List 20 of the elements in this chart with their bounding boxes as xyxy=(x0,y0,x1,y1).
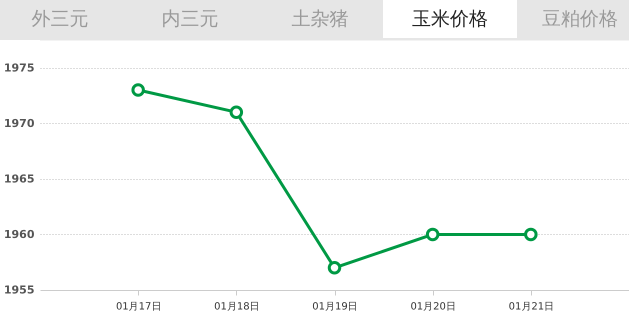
y-tick-label: 1975 xyxy=(4,61,34,74)
x-tick-label: 01月18日 xyxy=(214,302,260,312)
point xyxy=(426,228,440,242)
y-tick-label: 1955 xyxy=(4,284,34,296)
text: 内三元 xyxy=(162,8,218,30)
y-tick-label: 1960 xyxy=(4,228,35,241)
chart-title: 玉米价格 xyxy=(412,8,488,30)
x-tick-label: 01月21日 xyxy=(508,302,554,312)
y-tick-label: 1970 xyxy=(4,116,35,130)
x-tick-label: 01月19日 xyxy=(312,302,358,312)
point xyxy=(230,105,244,119)
x-tick-label: 01月20日 xyxy=(410,302,456,312)
text: 豆粕价格 xyxy=(542,8,618,30)
text: 外三元 xyxy=(32,8,88,30)
point xyxy=(524,228,538,242)
point xyxy=(131,83,145,97)
y-tick-label: 1965 xyxy=(4,172,34,186)
x-tick-label: 01月17日 xyxy=(116,302,162,312)
point xyxy=(328,261,342,275)
text: 土杂猪 xyxy=(292,8,348,30)
